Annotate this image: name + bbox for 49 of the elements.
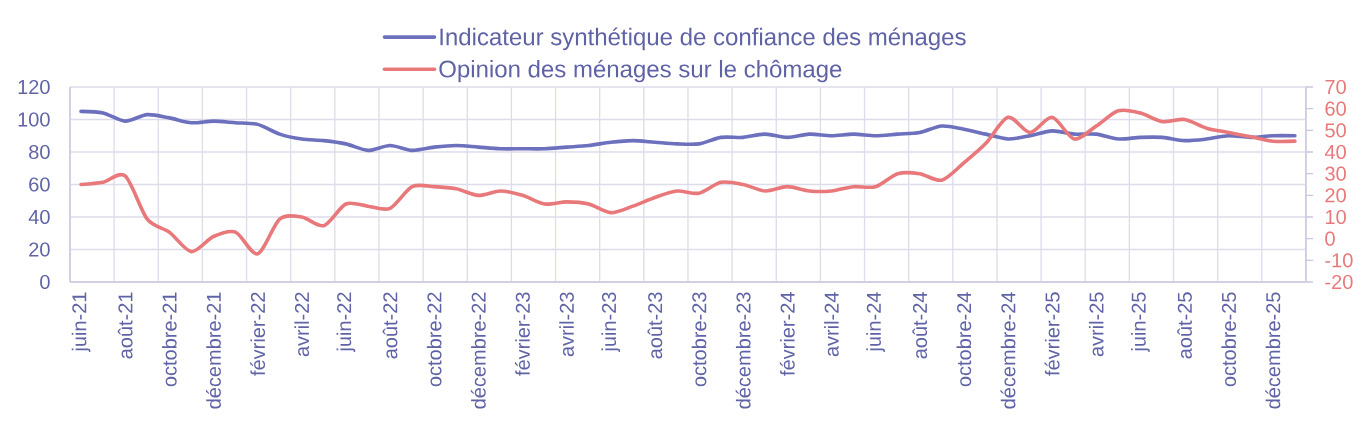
x-tick-label: août-23 [647,292,663,359]
y-tick-label: 60 [29,177,50,192]
line-series [79,108,1297,256]
y-tick-label: 80 [29,144,50,160]
y-tick-label: 40 [28,209,50,225]
x-tick-label: avril-22 [294,292,310,357]
x-tick-label: décembre-22 [470,292,486,409]
y-tick-label: 20 [29,242,50,257]
y2-tick-label: 50 [1325,123,1346,138]
x-tick-label: juin-23 [601,292,621,353]
x-tick-label: décembre-24 [1000,292,1016,409]
y2-tick-label: 20 [1325,188,1346,203]
x-tick-label: décembre-21 [205,292,221,409]
x-tick-label: avril-23 [559,292,574,357]
x-tick-label: février-22 [250,292,266,376]
x-tick-label: juin-25 [1131,292,1150,353]
x-tick-label: juin-21 [71,292,91,353]
y2-tick-label: 10 [1325,209,1346,225]
x-tick-label: avril-25 [1088,292,1104,357]
x-tick-label: octobre-24 [956,292,972,387]
y2-tick-label: -20 [1325,274,1353,290]
y2-tick-label: 0 [1325,231,1335,246]
x-tick-label: février-25 [1044,292,1060,376]
x-tick-label: février-24 [779,292,795,376]
legend-label: Indicateur synthétique de confiance des ménages [440,27,966,51]
line-series [79,109,1297,153]
y2-tick-label: -10 [1325,253,1353,268]
legend-label: Opinion des ménages sur le chômage [439,59,842,83]
x-tick-label: août-21 [117,292,133,359]
x-tick-label: juin-22 [336,292,356,353]
x-tick-label: août-25 [1177,292,1192,359]
y-tick-label: 120 [18,79,50,95]
x-tick-label: octobre-25 [1221,292,1237,387]
y2-tick-label: 60 [1325,101,1346,116]
x-tick-label: août-24 [912,292,928,359]
y2-tick-label: 40 [1324,144,1346,160]
y-tick-label: 0 [40,274,50,290]
x-tick-label: août-22 [382,292,398,359]
x-tick-label: octobre-21 [161,292,177,387]
x-tick-label: décembre-25 [1265,292,1281,409]
x-tick-label: octobre-23 [691,292,707,387]
y-tick-label: 100 [18,112,50,127]
x-tick-label: avril-24 [824,292,839,357]
x-tick-label: février-23 [514,292,530,376]
x-tick-label: juin-24 [866,292,885,353]
x-tick-label: octobre-22 [426,292,442,387]
x-tick-label: décembre-23 [735,292,751,409]
y2-tick-label: 70 [1325,79,1346,95]
y2-tick-label: 30 [1325,166,1346,181]
